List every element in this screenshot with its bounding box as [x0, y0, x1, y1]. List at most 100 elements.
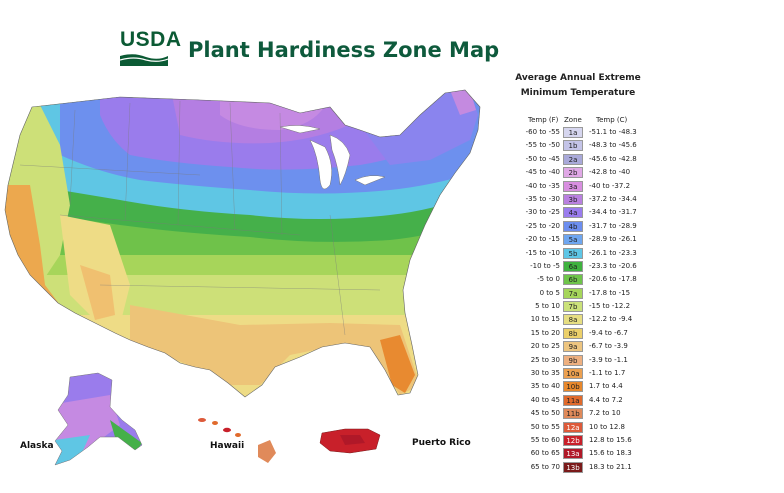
legend-zone-swatch: 6b — [563, 274, 583, 286]
legend-temp-c: -37.2 to -34.4 — [589, 194, 637, 203]
legend-row: 35 to 40 10b 1.7 to 4.4 — [522, 380, 672, 393]
legend-row: -55 to -50 1b -48.3 to -45.6 — [522, 139, 672, 152]
legend-row: -35 to -30 3b -37.2 to -34.4 — [522, 193, 672, 206]
legend-temp-c: 15.6 to 18.3 — [589, 449, 632, 458]
legend-temp-c: -31.7 to -28.9 — [589, 221, 637, 230]
legend-row: -25 to -20 4b -31.7 to -28.9 — [522, 220, 672, 233]
legend-zone-swatch: 10a — [563, 368, 583, 380]
legend-zone-swatch: 9b — [563, 354, 583, 366]
legend-temp-c: -48.3 to -45.6 — [589, 141, 637, 150]
legend-temp-c: 12.8 to 15.6 — [589, 435, 632, 444]
legend-row: -60 to -55 1a -51.1 to -48.3 — [522, 126, 672, 139]
legend-table: -60 to -55 1a -51.1 to -48.3 -55 to -50 1b -4… — [522, 126, 672, 474]
legend-temp-c: -17.8 to -15 — [589, 288, 631, 297]
legend-temp-f: -15 to -10 — [525, 248, 560, 257]
legend-temp-c: -6.7 to -3.9 — [589, 342, 628, 351]
legend-row: -50 to -45 2a -45.6 to -42.8 — [522, 153, 672, 166]
legend-title: Average Annual Extreme Minimum Temperatu… — [508, 71, 648, 101]
legend-row: 5 to 10 7b -15 to -12.2 — [522, 300, 672, 313]
legend-temp-f: 65 to 70 — [530, 462, 560, 471]
legend-row: 30 to 35 10a -1.1 to 1.7 — [522, 367, 672, 380]
legend-zone-swatch: 13a — [563, 448, 583, 460]
legend-row: 25 to 30 9b -3.9 to -1.1 — [522, 354, 672, 367]
legend-temp-f: -45 to -40 — [525, 168, 560, 177]
page-title: Plant Hardiness Zone Map — [188, 38, 500, 62]
usda-logo-wave — [120, 54, 168, 66]
legend-temp-c: -45.6 to -42.8 — [589, 154, 637, 163]
legend-title-line2: Minimum Temperature — [520, 88, 636, 98]
legend-temp-c: 4.4 to 7.2 — [589, 395, 623, 404]
usda-logo-text: USDA — [120, 28, 182, 51]
legend-col-f: Temp (F) — [528, 116, 559, 124]
legend-temp-c: -42.8 to -40 — [589, 168, 631, 177]
legend-temp-c: -20.6 to -17.8 — [589, 275, 637, 284]
legend-zone-swatch: 1b — [563, 140, 583, 152]
legend-temp-c: -51.1 to -48.3 — [589, 128, 637, 136]
legend-temp-c: -9.4 to -6.7 — [589, 328, 628, 337]
legend-temp-f: 50 to 55 — [530, 422, 560, 431]
legend-temp-f: -20 to -15 — [525, 235, 560, 244]
legend-temp-c: -40 to -37.2 — [589, 181, 631, 190]
legend-temp-f: 45 to 50 — [530, 409, 560, 418]
legend-zone-swatch: 3a — [563, 180, 583, 192]
legend-zone-swatch: 4b — [563, 220, 583, 232]
legend-zone-swatch: 2b — [563, 167, 583, 179]
legend-zone-swatch: 8a — [563, 314, 583, 326]
alaska-label: Alaska — [20, 441, 54, 451]
legend-row: -45 to -40 2b -42.8 to -40 — [522, 166, 672, 179]
legend-zone-swatch: 3b — [563, 193, 583, 205]
legend-row: 0 to 5 7a -17.8 to -15 — [522, 287, 672, 300]
legend-temp-f: 25 to 30 — [530, 355, 560, 364]
legend-temp-f: 55 to 60 — [530, 435, 560, 444]
legend-temp-c: -15 to -12.2 — [589, 302, 631, 311]
legend-title-line1: Average Annual Extreme — [515, 73, 641, 83]
legend-temp-c: -3.9 to -1.1 — [589, 355, 628, 364]
hardiness-zone-map — [4, 89, 481, 466]
legend-row: -10 to -5 6a -23.3 to -20.6 — [522, 260, 672, 273]
legend-temp-f: 20 to 25 — [530, 342, 560, 351]
legend-temp-f: 0 to 5 — [539, 288, 560, 297]
legend-temp-c: -23.3 to -20.6 — [589, 261, 637, 270]
legend-temp-f: -55 to -50 — [525, 141, 560, 150]
legend-row: 65 to 70 13b 18.3 to 21.1 — [522, 461, 672, 474]
legend-temp-f: -60 to -55 — [525, 128, 560, 136]
hawaii-label: Hawaii — [210, 441, 245, 451]
legend-zone-swatch: 6a — [563, 260, 583, 272]
legend-zone-swatch: 2a — [563, 153, 583, 165]
legend-temp-c: 18.3 to 21.1 — [589, 462, 632, 471]
legend-row: 55 to 60 12b 12.8 to 15.6 — [522, 434, 672, 447]
legend-zone-swatch: 12b — [563, 434, 583, 446]
legend-temp-c: 10 to 12.8 — [589, 422, 625, 431]
legend-row: 45 to 50 11b 7.2 to 10 — [522, 407, 672, 420]
legend-zone-swatch: 12a — [563, 421, 583, 433]
legend-row: -20 to -15 5a -28.9 to -26.1 — [522, 233, 672, 246]
legend-zone-swatch: 8b — [563, 327, 583, 339]
legend-temp-c: 1.7 to 4.4 — [589, 382, 623, 391]
usda-logo: USDA — [120, 28, 182, 68]
legend-row: -15 to -10 5b -26.1 to -23.3 — [522, 247, 672, 260]
legend-temp-c: -34.4 to -31.7 — [589, 208, 637, 217]
legend-row: 20 to 25 9a -6.7 to -3.9 — [522, 340, 672, 353]
legend-temp-f: 15 to 20 — [530, 328, 560, 337]
legend-temp-c: -1.1 to 1.7 — [589, 369, 626, 378]
legend-temp-f: -25 to -20 — [525, 221, 560, 230]
legend-row: 10 to 15 8a -12.2 to -9.4 — [522, 313, 672, 326]
legend-zone-swatch: 11b — [563, 408, 583, 420]
legend-temp-c: -26.1 to -23.3 — [589, 248, 637, 257]
legend-temp-c: -28.9 to -26.1 — [589, 235, 637, 244]
legend-zone-swatch: 4a — [563, 207, 583, 219]
legend-row: 40 to 45 11a 4.4 to 7.2 — [522, 394, 672, 407]
legend-temp-f: -40 to -35 — [525, 181, 560, 190]
legend-row: 15 to 20 8b -9.4 to -6.7 — [522, 327, 672, 340]
legend-temp-f: -10 to -5 — [530, 261, 560, 270]
legend-temp-f: 40 to 45 — [530, 395, 560, 404]
legend-temp-f: -50 to -45 — [525, 154, 560, 163]
legend-temp-f: 35 to 40 — [530, 382, 560, 391]
legend-temp-f: -35 to -30 — [525, 194, 560, 203]
legend-row: -5 to 0 6b -20.6 to -17.8 — [522, 273, 672, 286]
legend-zone-swatch: 11a — [563, 394, 583, 406]
legend-zone-swatch: 5a — [563, 234, 583, 246]
legend-temp-f: -5 to 0 — [537, 275, 560, 284]
legend-zone-swatch: 7b — [563, 301, 583, 313]
legend-zone-swatch: 10b — [563, 381, 583, 393]
